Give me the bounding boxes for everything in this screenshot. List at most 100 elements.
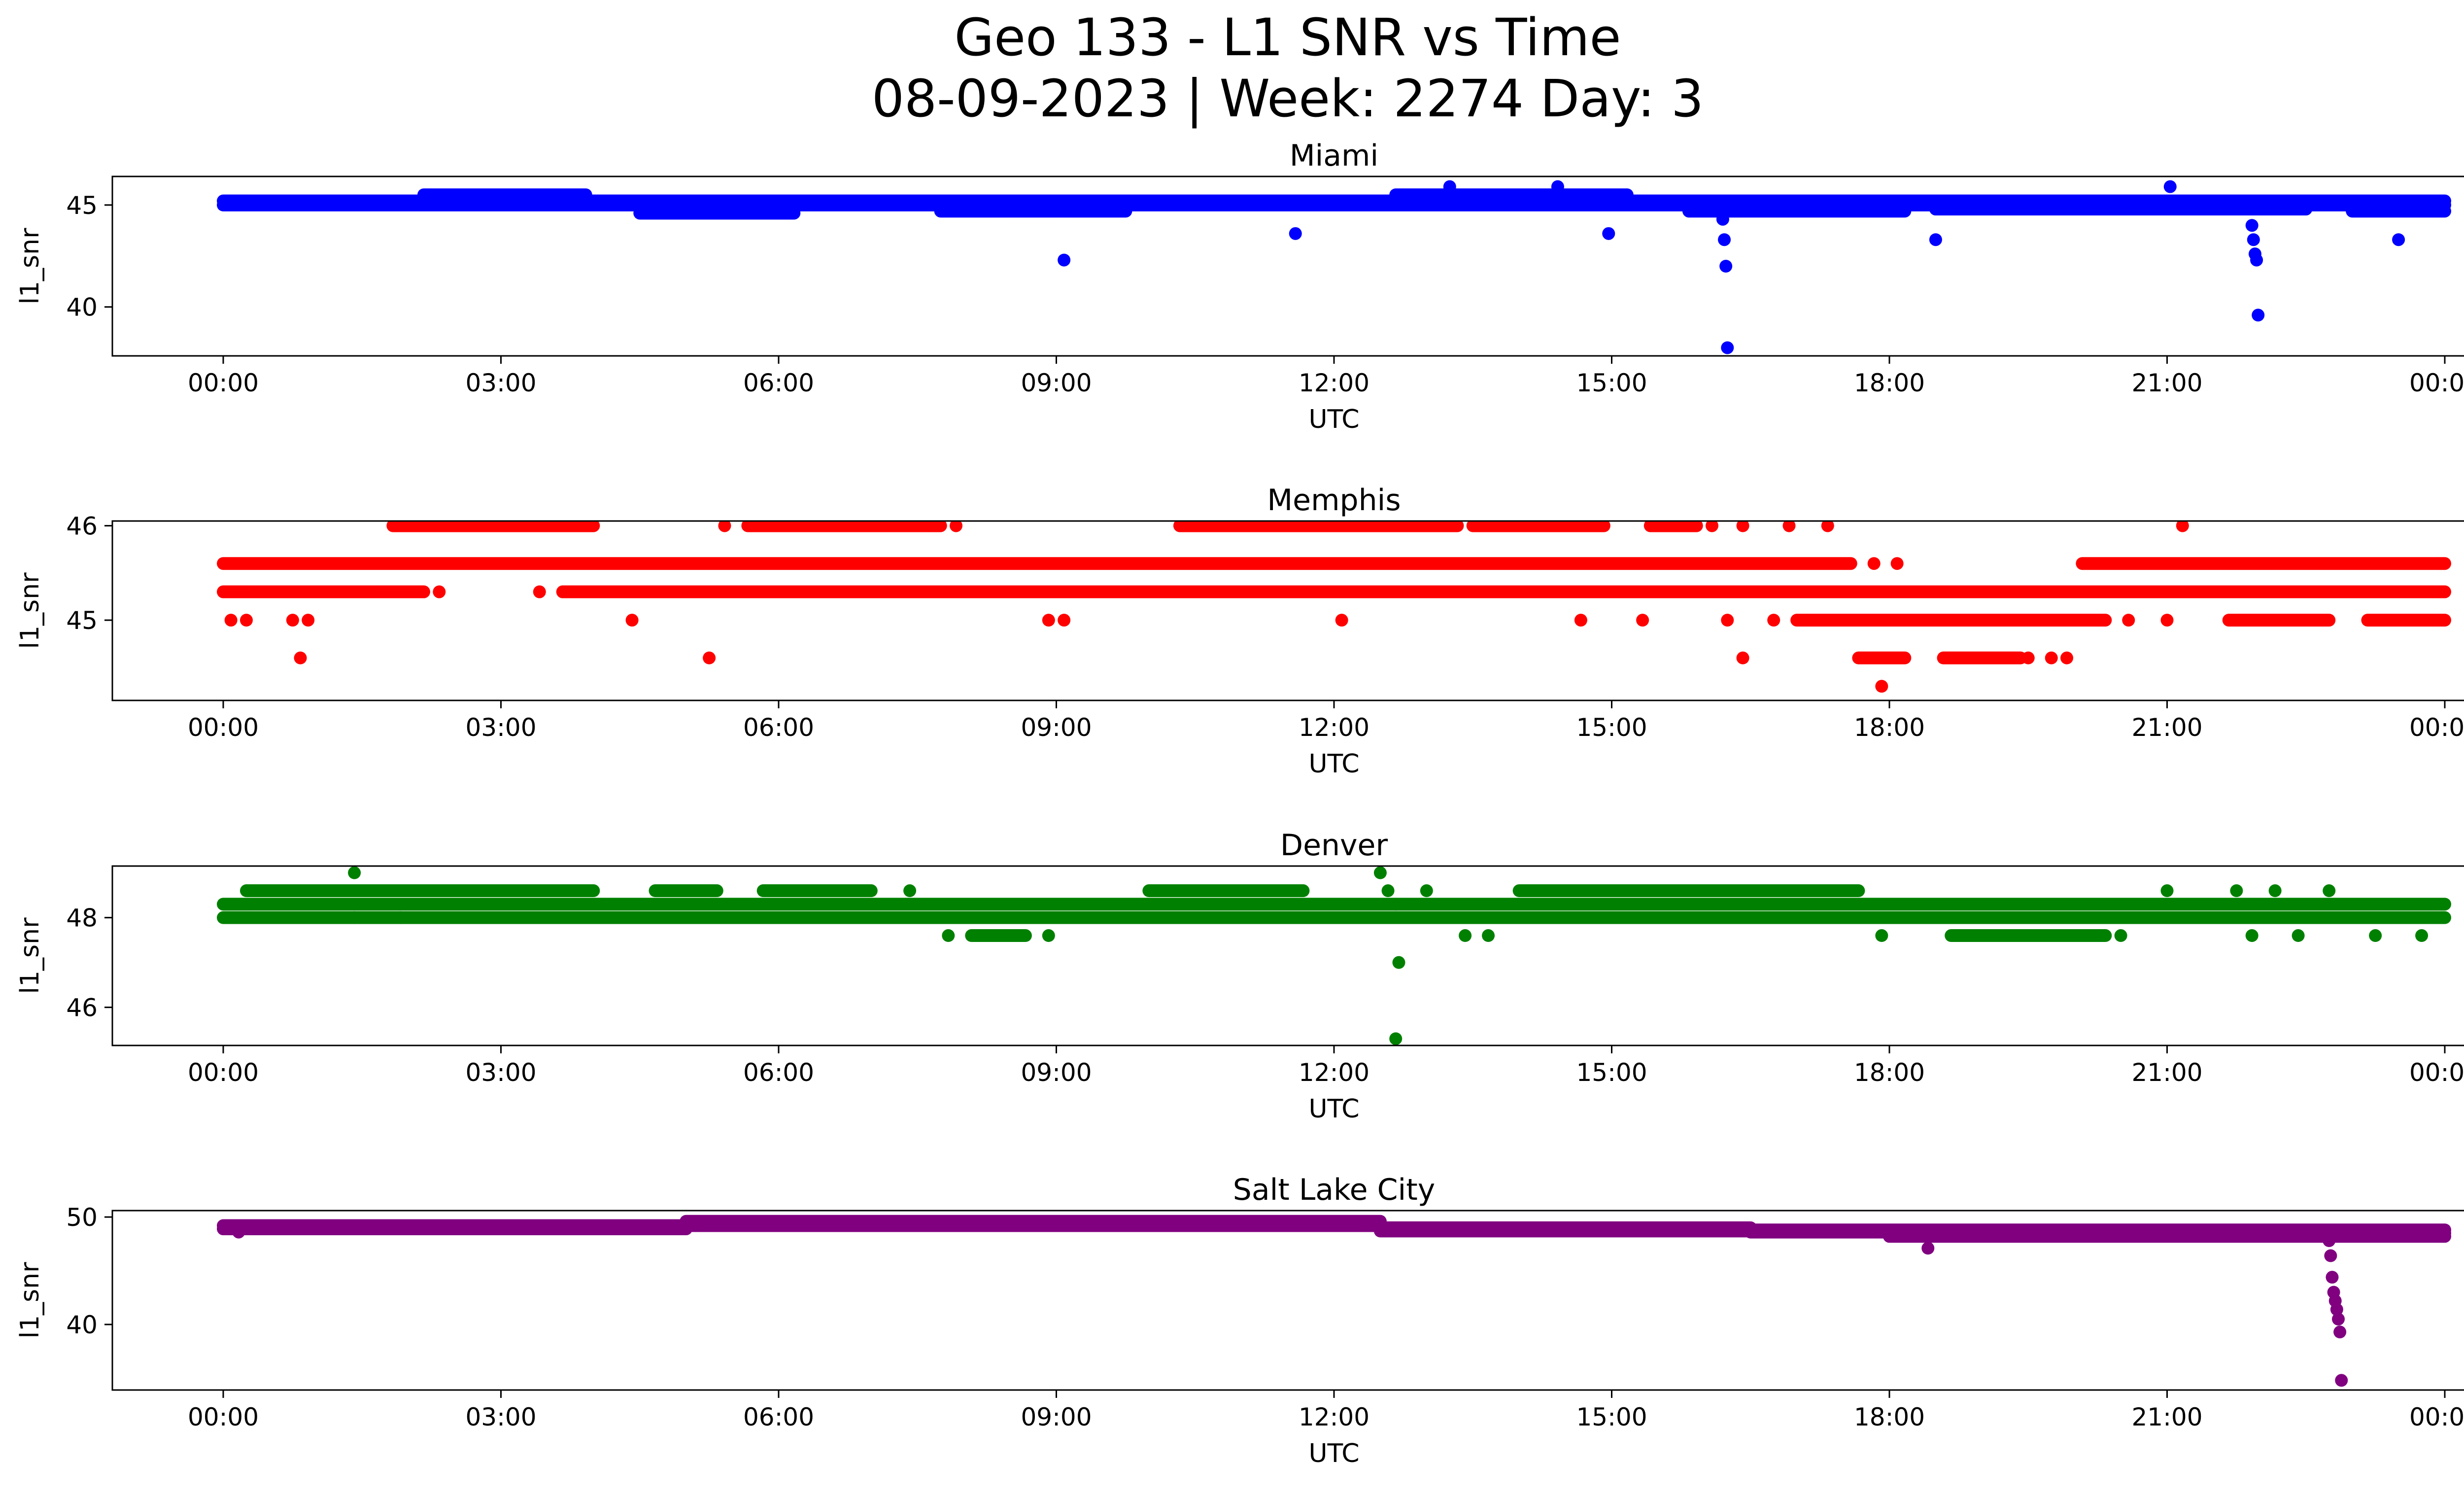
data-point: [533, 585, 546, 598]
data-point: [2245, 929, 2259, 942]
data-point: [2122, 614, 2135, 627]
data-band: [1466, 521, 1610, 532]
data-band: [1883, 1230, 2451, 1243]
data-point: [433, 585, 446, 598]
data-point: [2045, 651, 2058, 664]
x-tick-label: 18:00: [1854, 1403, 1925, 1431]
data-point: [2230, 884, 2243, 898]
data-point: [286, 614, 299, 627]
data-band: [217, 898, 2451, 911]
data-point: [2163, 180, 2177, 193]
data-band: [217, 911, 2451, 924]
data-band: [240, 884, 600, 898]
data-point: [2323, 884, 2336, 898]
x-tick-label: 06:00: [743, 369, 814, 397]
axes-frame: [111, 520, 2464, 701]
x-axis-label: UTC: [1308, 405, 1359, 434]
x-tick-label: 03:00: [465, 713, 536, 742]
data-point: [2176, 521, 2189, 532]
x-tick-label: 00:00: [188, 369, 259, 397]
y-tick-label: 45: [66, 191, 98, 220]
x-tick-label: 09:00: [1021, 713, 1092, 742]
x-axis-label: UTC: [1308, 1094, 1359, 1124]
data-band: [1682, 205, 1912, 218]
data-point: [1736, 651, 1749, 664]
scatter-points: [217, 1215, 2451, 1387]
scatter-points: [217, 866, 2451, 1045]
scatter-points: [217, 521, 2451, 693]
subplot-title: Salt Lake City: [1233, 1173, 1436, 1207]
data-point: [1718, 233, 1731, 246]
data-band: [1512, 884, 1865, 898]
x-tick-label: 21:00: [2131, 1403, 2202, 1431]
data-band: [741, 521, 947, 532]
x-tick-label: 21:00: [2131, 369, 2202, 397]
y-tick-label: 40: [66, 293, 98, 322]
data-band: [649, 884, 723, 898]
data-point: [348, 866, 361, 879]
x-tick-label: 09:00: [1021, 1403, 1092, 1431]
data-band: [1142, 884, 1310, 898]
data-band: [2076, 557, 2451, 570]
y-tick-label: 46: [66, 994, 98, 1022]
data-point: [1721, 341, 1734, 354]
x-tick-label: 12:00: [1299, 369, 1369, 397]
data-point: [1929, 233, 1942, 246]
data-point: [2369, 929, 2382, 942]
data-point: [294, 651, 307, 664]
data-point: [1482, 929, 1495, 942]
data-point: [1058, 253, 1071, 267]
data-point: [1392, 956, 1405, 969]
data-point: [240, 614, 253, 627]
data-point: [302, 614, 315, 627]
data-point: [2245, 219, 2259, 232]
data-band: [217, 585, 430, 598]
data-point: [1821, 521, 1834, 532]
x-tick-label: 00:00: [188, 1058, 259, 1087]
data-point: [903, 884, 917, 898]
data-point: [2330, 1303, 2343, 1316]
data-band: [556, 585, 2451, 598]
data-point: [2021, 651, 2035, 664]
y-tick-label: 40: [66, 1311, 98, 1339]
data-point: [1636, 614, 1649, 627]
data-band: [756, 884, 878, 898]
data-band: [1173, 521, 1464, 532]
data-point: [1716, 212, 1729, 226]
x-tick-label: 06:00: [743, 1403, 814, 1431]
subplot-title: Miami: [1290, 139, 1378, 173]
x-tick-label: 18:00: [1854, 369, 1925, 397]
data-band: [217, 557, 1857, 570]
data-point: [2060, 651, 2074, 664]
data-band: [2222, 614, 2336, 627]
y-axis-label: l1_snr: [15, 917, 45, 994]
x-tick-label: 00:00: [2409, 713, 2464, 742]
subplot-denver: Denver 00:00 03:00 06:00 09:00 12:00 15:00 18:0…: [15, 828, 2464, 1124]
data-band: [1643, 521, 1703, 532]
y-tick-label: 48: [66, 904, 98, 933]
data-point: [2324, 1249, 2337, 1262]
data-band: [633, 207, 801, 220]
data-point: [394, 911, 408, 924]
data-point: [1373, 866, 1387, 879]
data-point: [1389, 898, 1403, 911]
data-point: [2335, 1374, 2348, 1387]
data-point: [1335, 614, 1348, 627]
data-point: [1890, 557, 1904, 570]
x-tick-label: 06:00: [743, 1058, 814, 1087]
x-tick-label: 12:00: [1299, 1058, 1369, 1087]
data-point: [1289, 227, 1302, 240]
data-band: [1929, 203, 2313, 216]
figure-title-line1: Geo 133 - L1 SNR vs Time: [954, 7, 1621, 68]
x-tick-label: 03:00: [465, 1058, 536, 1087]
data-point: [942, 929, 955, 942]
data-point: [1719, 260, 1733, 273]
data-point: [2331, 1313, 2345, 1326]
y-tick-label: 50: [66, 1203, 98, 1232]
x-tick-label: 09:00: [1021, 369, 1092, 397]
data-point: [1459, 929, 1472, 942]
data-point: [1705, 521, 1718, 532]
data-point: [625, 614, 639, 627]
data-point: [1767, 614, 1780, 627]
